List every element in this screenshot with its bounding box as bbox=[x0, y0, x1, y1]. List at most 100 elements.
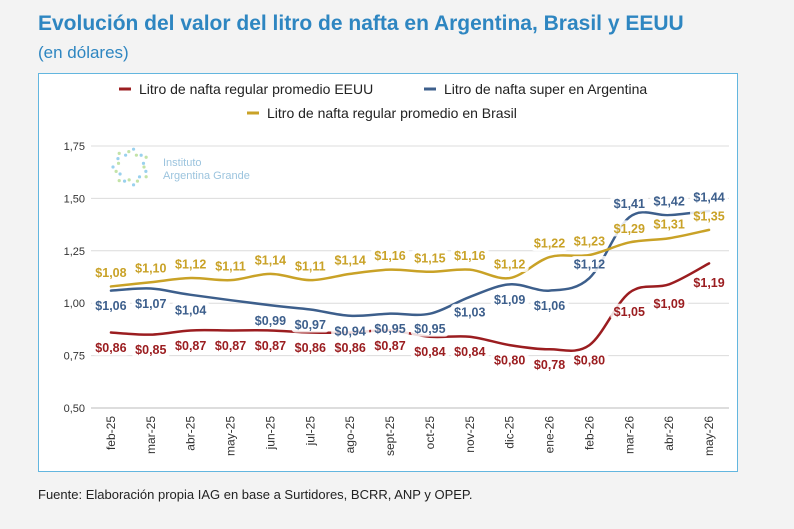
data-label-text: $1,09 bbox=[494, 293, 525, 307]
data-label-bg bbox=[490, 352, 529, 369]
data-label-bg bbox=[530, 297, 569, 314]
data-label-bra: $1,11 bbox=[211, 258, 250, 275]
data-label-bg bbox=[690, 207, 729, 224]
data-label-usa: $1,09 bbox=[650, 295, 689, 312]
y-tick-label: 0,75 bbox=[64, 351, 85, 363]
logo-dot bbox=[142, 165, 146, 169]
data-label-text: $0,99 bbox=[255, 314, 286, 328]
data-label-bg bbox=[650, 216, 689, 233]
data-label-bg bbox=[450, 247, 489, 264]
data-label-bra: $1,11 bbox=[291, 258, 330, 275]
x-tick-label: may-25 bbox=[224, 416, 238, 456]
x-tick-label: mar-26 bbox=[622, 416, 636, 454]
data-label-bg bbox=[171, 301, 210, 318]
legend: Litro de nafta regular promedio EEUU Litr… bbox=[119, 81, 647, 121]
data-label-bg bbox=[490, 256, 529, 273]
data-label-text: $1,10 bbox=[135, 262, 166, 276]
data-label-text: $0,80 bbox=[574, 354, 605, 368]
logo-dot bbox=[137, 175, 142, 179]
data-label-text: $1,09 bbox=[654, 297, 685, 311]
watermark-line2: Argentina Grande bbox=[163, 170, 250, 182]
data-label-text: $1,08 bbox=[95, 266, 126, 280]
data-label-bg bbox=[211, 258, 250, 275]
logo-dot bbox=[117, 179, 121, 183]
logo-dot bbox=[116, 161, 121, 165]
data-label-arg: $0,95 bbox=[371, 320, 410, 337]
data-label-usa: $0,87 bbox=[251, 337, 290, 354]
data-label-bg bbox=[251, 312, 290, 329]
data-label-bg bbox=[291, 339, 330, 356]
data-label-bg bbox=[171, 256, 210, 273]
logo-dot bbox=[122, 179, 127, 183]
data-label-bra: $1,12 bbox=[490, 256, 529, 273]
data-label-text: $1,19 bbox=[693, 276, 724, 290]
x-tick-label: abr-25 bbox=[184, 416, 198, 451]
data-label-bg bbox=[650, 193, 689, 210]
data-label-bra: $1,08 bbox=[91, 264, 130, 281]
data-label-arg: $0,99 bbox=[251, 312, 290, 329]
data-label-bg bbox=[371, 337, 410, 354]
logo-dot bbox=[135, 179, 140, 183]
y-tick-label: 1,75 bbox=[64, 141, 85, 153]
logo-dot bbox=[127, 150, 131, 154]
data-label-text: $0,87 bbox=[374, 339, 405, 353]
data-label-bg bbox=[371, 320, 410, 337]
logo-dot bbox=[118, 172, 122, 176]
data-label-bg bbox=[131, 260, 170, 277]
data-label-arg: $1,06 bbox=[530, 297, 569, 314]
data-label-text: $1,35 bbox=[693, 209, 724, 223]
data-label-text: $1,11 bbox=[215, 260, 246, 274]
data-label-usa: $0,87 bbox=[211, 337, 250, 354]
data-label-bg bbox=[610, 303, 649, 320]
chart-title: Evolución del valor del litro de nafta e… bbox=[38, 12, 684, 35]
data-label-text: $0,84 bbox=[414, 345, 445, 359]
data-label-bg bbox=[251, 251, 290, 268]
logo-dot bbox=[144, 175, 148, 179]
data-label-text: $1,42 bbox=[654, 195, 685, 209]
x-tick-label: jun-25 bbox=[263, 416, 277, 451]
data-label-text: $0,94 bbox=[335, 324, 366, 338]
data-label-text: $1,14 bbox=[255, 253, 286, 267]
data-label-usa: $0,80 bbox=[570, 352, 609, 369]
data-label-text: $0,95 bbox=[374, 322, 405, 336]
y-tick-label: 1,00 bbox=[64, 298, 85, 310]
data-label-arg: $1,12 bbox=[570, 256, 609, 273]
data-label-bg bbox=[291, 258, 330, 275]
data-label-bg bbox=[251, 337, 290, 354]
data-label-text: $0,87 bbox=[255, 339, 286, 353]
data-label-bg bbox=[610, 220, 649, 237]
data-label-bg bbox=[410, 320, 449, 337]
data-label-bg bbox=[530, 356, 569, 373]
data-label-arg: $1,41 bbox=[610, 195, 649, 212]
data-label-usa: $0,86 bbox=[91, 339, 130, 356]
data-label-text: $1,06 bbox=[95, 299, 126, 313]
data-label-bg bbox=[690, 274, 729, 291]
data-label-text: $1,31 bbox=[654, 218, 685, 232]
data-label-bra: $1,14 bbox=[251, 251, 290, 268]
data-label-text: $0,86 bbox=[295, 341, 326, 355]
data-label-bra: $1,14 bbox=[331, 251, 370, 268]
x-tick-label: may-26 bbox=[702, 416, 716, 456]
data-label-usa: $0,80 bbox=[490, 352, 529, 369]
logo-dot bbox=[139, 153, 143, 157]
data-label-text: $1,05 bbox=[614, 305, 645, 319]
x-tick-label: ene-26 bbox=[543, 416, 557, 454]
logo-dot bbox=[114, 169, 118, 173]
data-label-bg bbox=[291, 316, 330, 333]
data-label-text: $1,12 bbox=[494, 258, 525, 272]
data-label-text: $0,87 bbox=[175, 339, 206, 353]
data-label-text: $0,87 bbox=[215, 339, 246, 353]
data-label-bg bbox=[410, 343, 449, 360]
data-label-usa: $1,19 bbox=[690, 274, 729, 291]
data-label-bg bbox=[650, 295, 689, 312]
data-label-bra: $1,23 bbox=[570, 232, 609, 249]
data-label-bg bbox=[131, 341, 170, 358]
line-chart: Litro de nafta regular promedio EEUU Litr… bbox=[64, 81, 729, 456]
logo-dot bbox=[116, 157, 120, 161]
data-label-text: $0,86 bbox=[95, 341, 126, 355]
data-label-bg bbox=[570, 256, 609, 273]
data-label-usa: $0,78 bbox=[530, 356, 569, 373]
data-label-text: $0,85 bbox=[135, 343, 166, 357]
data-label-bg bbox=[690, 188, 729, 205]
